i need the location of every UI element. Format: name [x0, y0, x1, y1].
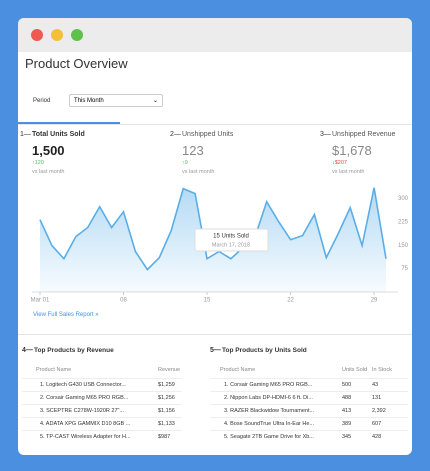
column-header: In Stock [372, 367, 392, 373]
column-header: Product Name [220, 367, 256, 373]
x-tick-label: 08 [120, 298, 127, 304]
metric-value: 1,500 [32, 143, 65, 158]
column-header: Product Name [36, 367, 72, 373]
table-cell: 1. Corsair Gaming M65 PRO RGB... [224, 382, 313, 388]
table-cell: 488 [342, 395, 352, 401]
table-row: 1. Corsair Gaming M65 PRO RGB... 500 43 [210, 378, 408, 391]
chart: 75 150 225 300 Mar 01 08 15 22 29 15 Units Sold Ma… [31, 187, 409, 304]
table-cell: $1,256 [158, 395, 175, 401]
table-row: 3. SCEPTRE C278W-1920R 27"... $1,156 [22, 404, 182, 417]
x-tick-label: Mar 01 [31, 298, 50, 304]
table-cell: 131 [372, 395, 382, 401]
y-tick-label: 300 [398, 196, 409, 202]
metric-delta: ↑120 [32, 160, 44, 166]
table-row: 4. ADATA XPG GAMMIX D10 8GB ... $1,133 [22, 417, 182, 430]
table-marker: 4— [22, 347, 33, 354]
period-select[interactable]: This Month ⌄ [69, 94, 163, 107]
chevron: ⌄ [152, 98, 158, 104]
column-header: Revenue [158, 367, 181, 373]
maximize-button[interactable] [71, 29, 83, 41]
table-row: 5. TP-CAST Wireless Adapter for H... $987 [22, 430, 182, 443]
line [39, 187, 387, 271]
table-marker: 5— [210, 347, 221, 354]
table: Product Name Revenue 1. Logitech G430 USB … [22, 364, 182, 444]
metric-marker: 1— [20, 131, 31, 138]
table-cell: 43 [372, 382, 379, 388]
table-cell: 2. Corsair Gaming M65 PRO RGB... [40, 395, 129, 401]
table-cell: 4. Bose SoundTrue Ultra In-Ear He... [224, 421, 314, 427]
x-tick-label: 29 [371, 298, 378, 304]
table-row: 2. Nippon Labs DP-HDMI-6 6 ft. Di... 488 1… [210, 391, 408, 404]
table-cell: 2,392 [372, 408, 386, 414]
table-cell: 607 [372, 421, 382, 427]
metric-note: vs last month [332, 169, 365, 175]
divider [18, 124, 412, 125]
table-cell: $1,156 [158, 408, 175, 414]
table-header: Product Name Revenue [22, 364, 182, 376]
y-tick-label: 75 [401, 266, 408, 272]
page-title: Product Overview [25, 56, 128, 71]
tooltip [194, 228, 269, 252]
metric-delta: ↑9 [182, 160, 188, 166]
table-cell: 3. SCEPTRE C278W-1920R 27"... [40, 408, 125, 414]
metric-marker: 3— [320, 131, 331, 138]
table-row: 2. Corsair Gaming M65 PRO RGB... $1,256 [22, 391, 182, 404]
tooltip-title: 15 Units Sold [213, 234, 249, 240]
x-tick-label: 22 [287, 298, 294, 304]
table-cell: $987 [158, 434, 171, 440]
sales-report-link[interactable]: View Full Sales Report » [33, 312, 99, 318]
area [40, 187, 386, 292]
metric-label: Unshipped Units [182, 131, 234, 138]
table: Product Name Units Sold In Stock 1. Corsair… [210, 364, 408, 444]
table-header: Product Name Units Sold In Stock [210, 364, 408, 376]
table-cell: 428 [372, 434, 382, 440]
metric-label: Total Units Sold [32, 131, 85, 138]
y-tick-label: 225 [398, 220, 409, 226]
tab-indicator [18, 122, 120, 124]
period-label: Period [33, 98, 51, 104]
table-row: 3. RAZER Blackwidow Tournament... 413 2,39… [210, 404, 408, 417]
metric-value: $1,678 [332, 143, 372, 158]
table-cell: 389 [342, 421, 352, 427]
table-cell: 5. Seagate 2TB Game Drive for Xb... [224, 434, 314, 440]
table-row: 1. Logitech G430 USB Connector... $1,259 [22, 378, 182, 391]
x-tick-label: 15 [204, 298, 211, 304]
metric-marker: 2— [170, 131, 181, 138]
y-tick-label: 150 [398, 243, 409, 249]
table-row: 4. Bose SoundTrue Ultra In-Ear He... 389 6… [210, 417, 408, 430]
metric-delta: ↓$207 [332, 160, 347, 166]
table-cell: 4. ADATA XPG GAMMIX D10 8GB ... [40, 421, 131, 427]
divider [18, 334, 412, 335]
metric: 1— Total Units Sold 1,500 ↑120 vs last month [20, 131, 150, 181]
period-value: This Month [74, 98, 104, 104]
metric-note: vs last month [32, 169, 65, 175]
title-bar [18, 18, 412, 52]
metric-value: 123 [182, 143, 204, 158]
table-row: 5. Seagate 2TB Game Drive for Xb... 345 42… [210, 430, 408, 443]
column-header: Units Sold [342, 367, 368, 373]
table-cell: 500 [342, 382, 352, 388]
minimize-button[interactable] [51, 29, 63, 41]
table-title: Top Products by Revenue [34, 347, 114, 354]
metric: 2— Unshipped Units 123 ↑9 vs last month [170, 131, 300, 181]
table-cell: 5. TP-CAST Wireless Adapter for H... [40, 434, 131, 440]
table-cell: $1,133 [158, 421, 175, 427]
table-cell: 413 [342, 408, 352, 414]
tooltip-date: March 17, 2018 [212, 242, 250, 248]
table-cell: 345 [342, 434, 352, 440]
table-title: Top Products by Units Sold [222, 347, 307, 354]
table-cell: $1,259 [158, 382, 175, 388]
table-cell: 3. RAZER Blackwidow Tournament... [224, 408, 315, 414]
table-cell: 1. Logitech G430 USB Connector... [40, 382, 126, 388]
metric: 3— Unshipped Revenue $1,678 ↓$207 vs last mo… [320, 131, 412, 181]
metric-label: Unshipped Revenue [332, 131, 396, 138]
table-cell: 2. Nippon Labs DP-HDMI-6 6 ft. Di... [224, 395, 313, 401]
metric-note: vs last month [182, 169, 215, 175]
close-button[interactable] [31, 29, 43, 41]
